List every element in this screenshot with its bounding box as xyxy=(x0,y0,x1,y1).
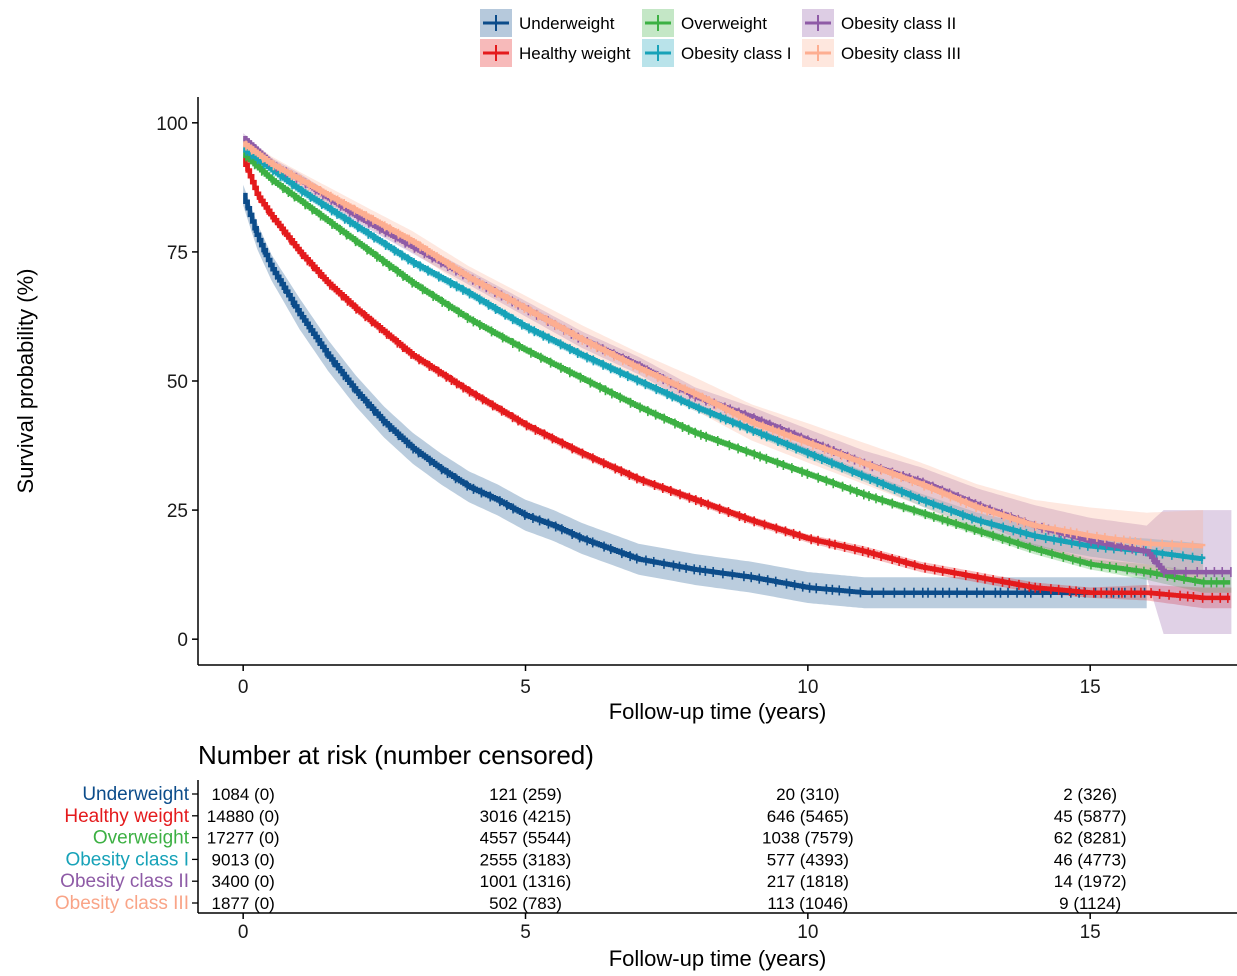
risk-cell: 577 (4393) xyxy=(767,850,849,869)
curve-underweight xyxy=(243,192,1147,595)
risk-row-label: Healthy weight xyxy=(64,806,189,827)
y-tick-label: 75 xyxy=(167,243,188,264)
y-axis-title: Survival probability (%) xyxy=(13,269,38,494)
risk-table-title: Number at risk (number censored) xyxy=(198,740,594,770)
risk-cell: 14 (1972) xyxy=(1054,872,1127,891)
curve-obesity-class-iii xyxy=(243,141,1206,549)
x-tick-label: 15 xyxy=(1080,677,1101,698)
legend-label: Underweight xyxy=(519,14,615,33)
legend-label: Obesity class III xyxy=(841,44,961,63)
risk-row-label: Underweight xyxy=(82,784,189,805)
curve-healthy-weight xyxy=(243,156,1231,601)
legend-label: Obesity class II xyxy=(841,14,956,33)
risk-cell: 20 (310) xyxy=(776,785,839,804)
legend-item-underweight: Underweight xyxy=(480,9,615,37)
ci-band-obesity-class-iii xyxy=(243,135,1204,583)
risk-cell: 2555 (3183) xyxy=(480,850,572,869)
curve-obesity-class-i xyxy=(243,146,1206,562)
risk-cell: 9 (1124) xyxy=(1059,894,1121,913)
risk-cell: 113 (1046) xyxy=(767,894,848,913)
risk-cell: 1084 (0) xyxy=(212,785,275,804)
legend-item-obesity-class-i: Obesity class I xyxy=(642,39,792,67)
legend-item-healthy-weight: Healthy weight xyxy=(480,39,631,67)
legend-label: Obesity class I xyxy=(681,44,792,63)
risk-x-tick-label: 5 xyxy=(520,922,531,943)
survival-plot: 0 25 50 75 100 0 5 10 15 Follow-up time (years) Su… xyxy=(13,97,1237,724)
risk-cell: 2 (326) xyxy=(1063,785,1117,804)
risk-cell: 121 (259) xyxy=(489,785,562,804)
y-tick-label: 25 xyxy=(167,501,188,522)
censor-marks-obesity-class-iii xyxy=(245,140,1194,551)
risk-table: Number at risk (number censored) Underwei… xyxy=(55,740,1237,971)
x-axis-title: Follow-up time (years) xyxy=(609,699,827,724)
risk-x-tick-label: 0 xyxy=(238,922,249,943)
risk-cell: 1001 (1316) xyxy=(480,872,572,891)
risk-cell: 1038 (7579) xyxy=(762,829,854,848)
risk-cell: 4557 (5544) xyxy=(480,829,572,848)
curve-overweight xyxy=(243,151,1231,585)
censor-marks-healthy-weight xyxy=(245,161,1229,603)
risk-cell: 646 (5465) xyxy=(767,807,849,826)
censor-marks-underweight xyxy=(245,198,1146,598)
legend-item-overweight: Overweight xyxy=(642,9,767,37)
censor-marks-overweight xyxy=(245,151,1225,588)
risk-cell: 3016 (4215) xyxy=(480,807,572,826)
risk-cell: 14880 (0) xyxy=(207,807,280,826)
risk-cell: 217 (1818) xyxy=(767,872,849,891)
legend-label: Overweight xyxy=(681,14,767,33)
risk-cell: 17277 (0) xyxy=(207,829,280,848)
legend: Underweight Healthy weight Overweight Obesi… xyxy=(480,9,961,67)
y-tick-label: 50 xyxy=(167,372,188,393)
x-tick-label: 0 xyxy=(238,677,249,698)
x-tick-label: 5 xyxy=(520,677,531,698)
risk-x-tick-label: 15 xyxy=(1080,922,1101,943)
risk-cell: 1877 (0) xyxy=(212,894,275,913)
censor-marks-obesity-class-i xyxy=(245,145,1203,564)
legend-label: Healthy weight xyxy=(519,44,631,63)
risk-cell: 62 (8281) xyxy=(1054,829,1127,848)
risk-x-tick-label: 10 xyxy=(797,922,818,943)
legend-item-obesity-class-iii: Obesity class III xyxy=(802,39,961,67)
x-tick-label: 10 xyxy=(797,677,818,698)
y-tick-label: 100 xyxy=(156,114,188,135)
y-tick-label: 0 xyxy=(177,630,188,651)
risk-cell: 46 (4773) xyxy=(1054,850,1127,869)
legend-item-obesity-class-ii: Obesity class II xyxy=(802,9,956,37)
risk-row-label: Overweight xyxy=(93,828,190,849)
risk-row-label: Obesity class I xyxy=(65,849,189,870)
risk-row-label: Obesity class II xyxy=(60,871,189,892)
risk-cell: 3400 (0) xyxy=(212,872,275,891)
risk-cell: 9013 (0) xyxy=(212,850,275,869)
risk-x-axis-title: Follow-up time (years) xyxy=(609,946,827,971)
risk-cell: 502 (783) xyxy=(489,894,562,913)
risk-row-label: Obesity class III xyxy=(55,893,189,914)
risk-cell: 45 (5877) xyxy=(1054,807,1127,826)
